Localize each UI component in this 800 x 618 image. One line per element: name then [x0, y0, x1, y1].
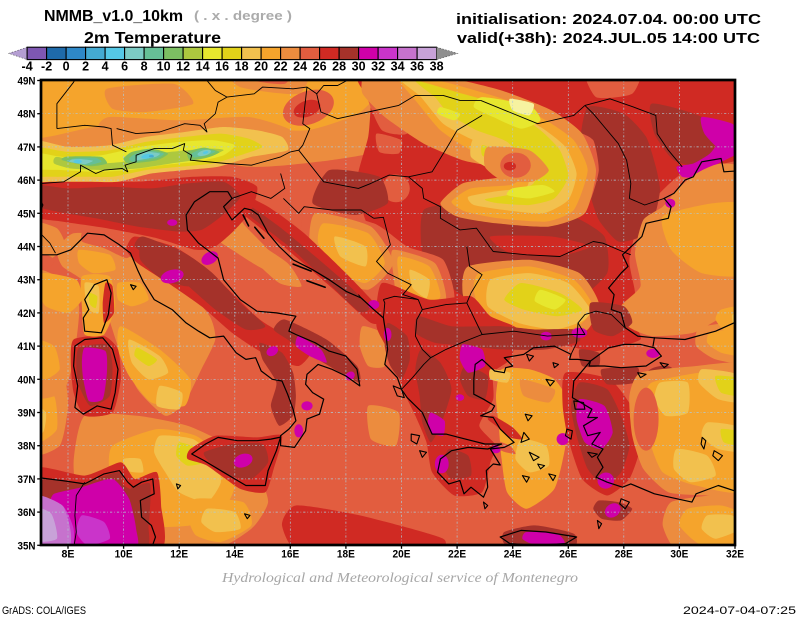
svg-text:42N: 42N — [18, 308, 36, 320]
svg-text:6: 6 — [121, 60, 128, 74]
svg-text:18E: 18E — [337, 549, 355, 561]
svg-text:46N: 46N — [18, 175, 36, 187]
svg-text:38N: 38N — [18, 441, 36, 453]
svg-text:22E: 22E — [448, 549, 466, 561]
svg-text:Hydrological and Meteorologica: Hydrological and Meteorological service … — [221, 571, 578, 586]
svg-text:initialisation: 2024.07.04. 00: initialisation: 2024.07.04. 00:00 UTC — [456, 12, 762, 28]
svg-text:48N: 48N — [18, 109, 36, 121]
svg-text:35N: 35N — [18, 540, 36, 552]
svg-text:39N: 39N — [18, 408, 36, 420]
svg-text:26: 26 — [313, 60, 327, 74]
svg-text:37N: 37N — [18, 474, 36, 486]
svg-text:47N: 47N — [18, 142, 36, 154]
svg-text:8E: 8E — [62, 549, 75, 561]
svg-text:30: 30 — [352, 60, 366, 74]
svg-text:36: 36 — [410, 60, 424, 74]
svg-text:28: 28 — [332, 60, 346, 74]
svg-text:4: 4 — [102, 60, 109, 74]
svg-text:32E: 32E — [726, 549, 744, 561]
svg-text:34: 34 — [391, 60, 405, 74]
svg-text:-2: -2 — [41, 60, 52, 74]
svg-text:10: 10 — [157, 60, 171, 74]
svg-text:30E: 30E — [670, 549, 688, 561]
svg-text:2024-07-04-07:25: 2024-07-04-07:25 — [683, 605, 796, 617]
svg-text:8: 8 — [141, 60, 148, 74]
svg-text:10E: 10E — [115, 549, 133, 561]
svg-text:14: 14 — [196, 60, 210, 74]
svg-text:40N: 40N — [18, 374, 36, 386]
svg-text:16: 16 — [215, 60, 229, 74]
svg-text:GrADS: COLA/IGES: GrADS: COLA/IGES — [2, 605, 86, 617]
svg-text:36N: 36N — [18, 507, 36, 519]
svg-text:NMMB_v1.0_10km: NMMB_v1.0_10km — [44, 8, 183, 25]
svg-text:2m Temperature: 2m Temperature — [84, 30, 221, 47]
svg-text:45N: 45N — [18, 208, 36, 220]
svg-text:0: 0 — [63, 60, 70, 74]
svg-text:14E: 14E — [226, 549, 244, 561]
svg-text:28E: 28E — [615, 549, 633, 561]
svg-text:( . x . degree ): ( . x . degree ) — [194, 9, 292, 23]
svg-text:20E: 20E — [393, 549, 411, 561]
svg-text:12E: 12E — [170, 549, 188, 561]
svg-text:32: 32 — [371, 60, 385, 74]
svg-text:43N: 43N — [18, 275, 36, 287]
svg-text:38: 38 — [430, 60, 444, 74]
svg-text:2: 2 — [82, 60, 89, 74]
svg-text:valid(+38h): 2024.JUL.05 14:00: valid(+38h): 2024.JUL.05 14:00 UTC — [457, 31, 761, 47]
svg-text:12: 12 — [176, 60, 190, 74]
svg-text:20: 20 — [254, 60, 268, 74]
svg-text:-4: -4 — [22, 60, 33, 74]
svg-text:49N: 49N — [18, 76, 36, 88]
svg-text:16E: 16E — [281, 549, 299, 561]
svg-text:24: 24 — [293, 60, 307, 74]
svg-text:22: 22 — [274, 60, 288, 74]
svg-text:44N: 44N — [18, 242, 36, 254]
svg-text:24E: 24E — [504, 549, 522, 561]
svg-text:26E: 26E — [559, 549, 577, 561]
svg-text:41N: 41N — [18, 341, 36, 353]
svg-text:18: 18 — [235, 60, 249, 74]
